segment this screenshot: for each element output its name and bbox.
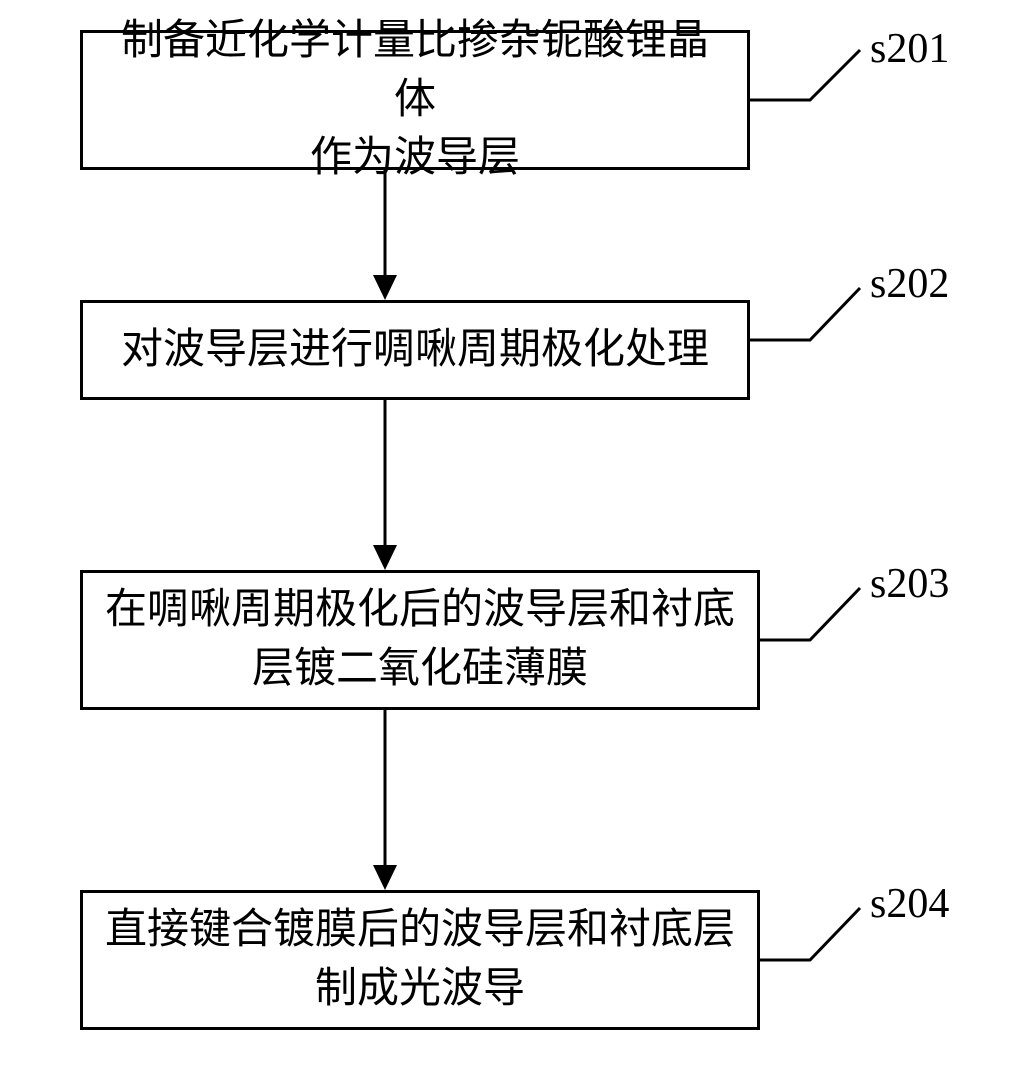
step-4-line-1: 直接键合镀膜后的波导层和衬底层 <box>105 907 735 953</box>
step-label-4: s204 <box>870 880 949 928</box>
flowchart-step-4: 直接键合镀膜后的波导层和衬底层 制成光波导 <box>80 890 760 1030</box>
label-connector-1 <box>750 40 880 110</box>
step-1-line-2: 作为波导层 <box>310 135 520 181</box>
step-text: 制备近化学计量比掺杂铌酸锂晶体 作为波导层 <box>103 12 727 188</box>
step-text: 在啁啾周期极化后的波导层和衬底 层镀二氧化硅薄膜 <box>105 581 735 699</box>
step-label-1: s201 <box>870 25 949 73</box>
arrow-1-to-2 <box>365 170 405 305</box>
label-connector-4 <box>760 898 880 968</box>
step-label-2: s202 <box>870 260 949 308</box>
step-4-line-2: 制成光波导 <box>315 966 525 1012</box>
arrow-3-to-4 <box>365 710 405 895</box>
step-3-line-2: 层镀二氧化硅薄膜 <box>252 646 588 692</box>
step-3-line-1: 在啁啾周期极化后的波导层和衬底 <box>105 587 735 633</box>
flowchart-container: 制备近化学计量比掺杂铌酸锂晶体 作为波导层 s201 对波导层进行啁啾周期极化处… <box>0 0 1018 1082</box>
flowchart-step-1: 制备近化学计量比掺杂铌酸锂晶体 作为波导层 <box>80 30 750 170</box>
step-label-3: s203 <box>870 560 949 608</box>
step-1-line-1: 制备近化学计量比掺杂铌酸锂晶体 <box>121 18 709 123</box>
label-connector-3 <box>760 578 880 648</box>
step-text: 直接键合镀膜后的波导层和衬底层 制成光波导 <box>105 901 735 1019</box>
arrow-2-to-3 <box>365 400 405 575</box>
label-connector-2 <box>750 278 880 348</box>
flowchart-step-3: 在啁啾周期极化后的波导层和衬底 层镀二氧化硅薄膜 <box>80 570 760 710</box>
step-2-line-1: 对波导层进行啁啾周期极化处理 <box>121 327 709 373</box>
step-text: 对波导层进行啁啾周期极化处理 <box>121 321 709 380</box>
flowchart-step-2: 对波导层进行啁啾周期极化处理 <box>80 300 750 400</box>
